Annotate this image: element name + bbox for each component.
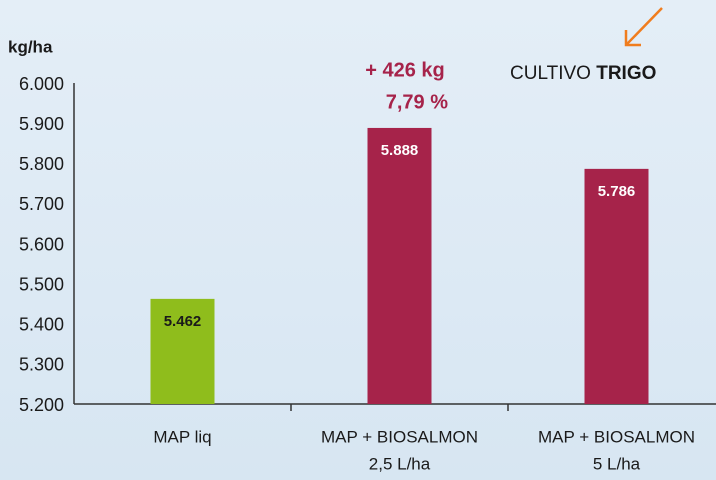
y-tick-label: 5.300: [19, 355, 64, 375]
bar: [584, 168, 649, 404]
y-tick-label: 5.400: [19, 315, 64, 335]
badge: CULTIVO TRIGO: [510, 63, 656, 84]
annotation: 7,79 %: [386, 91, 448, 113]
y-tick-label: 5.700: [19, 194, 64, 214]
value-label: 5.786: [598, 183, 636, 200]
bar: [150, 298, 215, 404]
y-tick-label: 5.500: [19, 274, 64, 294]
badge-text: CULTIVO: [510, 63, 591, 84]
bar: [367, 127, 432, 404]
badge-emphasis: TRIGO: [596, 63, 656, 84]
x-tick-label: MAP + BIOSALMON: [538, 427, 695, 446]
y-tick-label: 6.000: [19, 74, 64, 94]
value-label: 5.888: [381, 142, 419, 159]
x-tick-label: 5 L/ha: [593, 454, 641, 473]
annotation: + 426 kg: [365, 59, 445, 81]
x-tick-label: 2,5 L/ha: [369, 454, 431, 473]
x-tick-label: MAP + BIOSALMON: [321, 427, 478, 446]
value-label: 5.462: [164, 313, 202, 330]
x-tick-label: MAP liq: [153, 427, 211, 446]
y-tick-label: 5.900: [19, 114, 64, 134]
y-tick-label: 5.600: [19, 234, 64, 254]
y-tick-label: 5.200: [19, 395, 64, 415]
y-tick-label: 5.800: [19, 154, 64, 174]
y-axis-label: kg/ha: [8, 37, 53, 56]
arrow: [624, 7, 663, 47]
